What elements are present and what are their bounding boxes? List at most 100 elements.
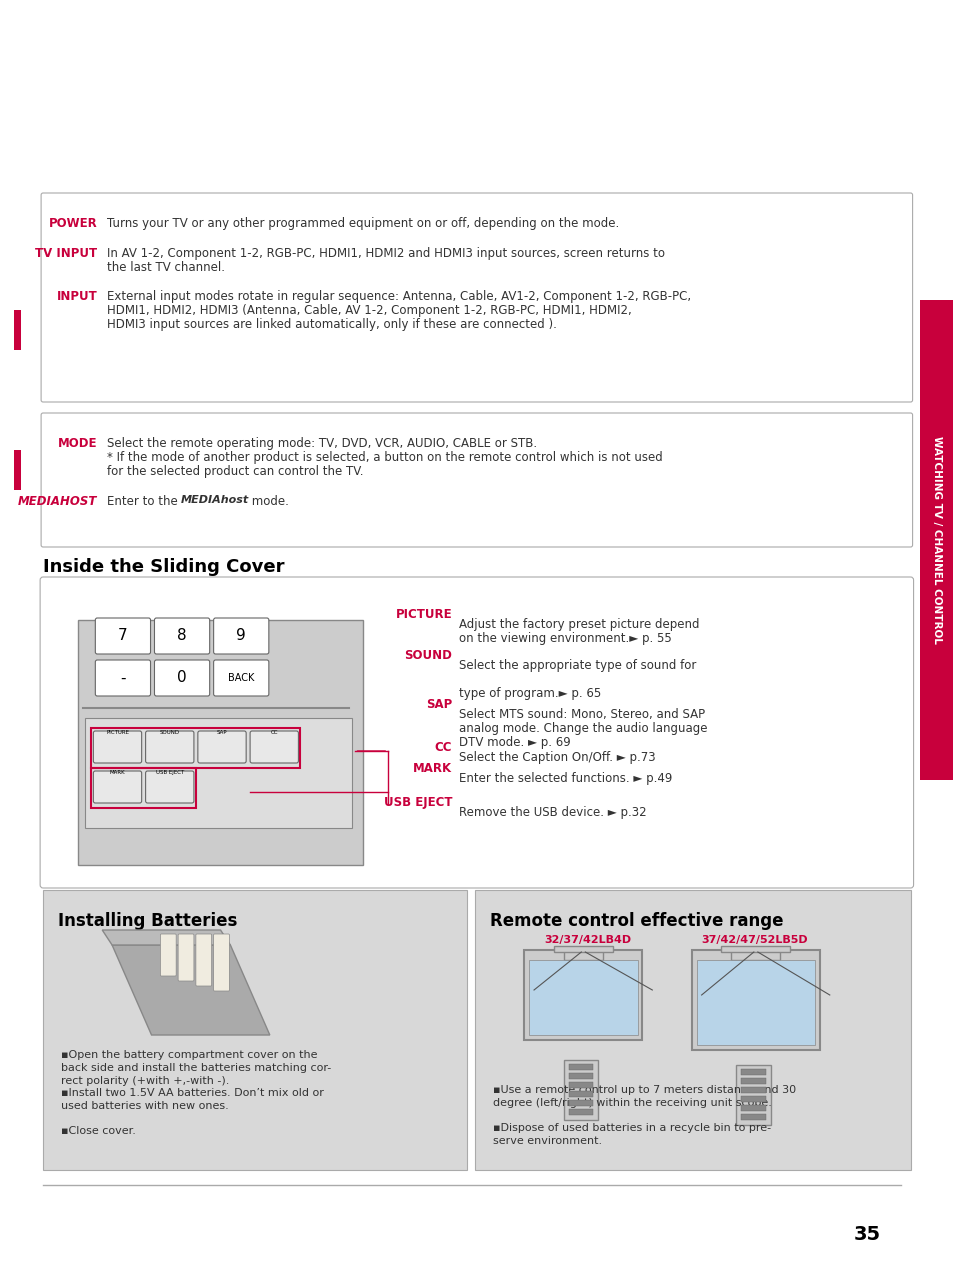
Bar <box>86 717 352 828</box>
FancyBboxPatch shape <box>250 731 298 763</box>
Bar <box>563 1060 598 1121</box>
FancyBboxPatch shape <box>213 660 269 696</box>
FancyBboxPatch shape <box>154 618 210 654</box>
Text: DTV mode. ► p. 69: DTV mode. ► p. 69 <box>458 736 570 749</box>
Bar <box>568 1091 593 1096</box>
Bar <box>740 1077 765 1084</box>
Text: on the viewing environment.► p. 55: on the viewing environment.► p. 55 <box>458 632 671 645</box>
Polygon shape <box>102 930 230 945</box>
Text: * If the mode of another product is selected, a button on the remote control whi: * If the mode of another product is sele… <box>107 452 662 464</box>
Text: ▪Use a remote control up to 7 meters distance and 30: ▪Use a remote control up to 7 meters dis… <box>492 1085 795 1095</box>
Text: 37/42/47/52LB5D: 37/42/47/52LB5D <box>700 935 807 945</box>
FancyBboxPatch shape <box>213 934 229 991</box>
Text: SAP: SAP <box>216 730 227 735</box>
Bar <box>568 1063 593 1070</box>
Bar <box>920 300 953 780</box>
Bar <box>475 890 910 1170</box>
Text: SAP: SAP <box>425 698 452 711</box>
Text: the last TV channel.: the last TV channel. <box>107 261 225 273</box>
Text: Adjust the factory preset picture depend: Adjust the factory preset picture depend <box>458 618 699 631</box>
Bar <box>91 768 195 808</box>
Text: serve environment.: serve environment. <box>492 1136 601 1146</box>
Text: MODE: MODE <box>58 438 97 450</box>
Bar <box>730 948 780 960</box>
Text: back side and install the batteries matching cor-: back side and install the batteries matc… <box>61 1063 331 1074</box>
Text: degree (left/right) within the receiving unit scope.: degree (left/right) within the receiving… <box>492 1098 771 1108</box>
Bar <box>691 950 819 1049</box>
FancyBboxPatch shape <box>197 731 246 763</box>
FancyBboxPatch shape <box>195 934 212 986</box>
Bar <box>568 1100 593 1105</box>
Text: 0: 0 <box>177 670 187 686</box>
Text: for the selected product can control the TV.: for the selected product can control the… <box>107 466 363 478</box>
FancyBboxPatch shape <box>146 771 193 803</box>
Text: PICTURE: PICTURE <box>106 730 129 735</box>
Bar <box>740 1114 765 1121</box>
Text: ▪Open the battery compartment cover on the: ▪Open the battery compartment cover on t… <box>61 1049 317 1060</box>
Text: SOUND: SOUND <box>159 730 179 735</box>
Text: HDMI1, HDMI2, HDMI3 (Antenna, Cable, AV 1-2, Component 1-2, RGB-PC, HDMI1, HDMI2: HDMI1, HDMI2, HDMI3 (Antenna, Cable, AV … <box>107 304 631 317</box>
Text: MARK: MARK <box>110 770 125 775</box>
Text: Select the Caption On/Off. ► p.73: Select the Caption On/Off. ► p.73 <box>458 750 655 764</box>
Text: Select MTS sound: Mono, Stereo, and SAP: Select MTS sound: Mono, Stereo, and SAP <box>458 709 704 721</box>
Text: rect polarity (+with +,-with -).: rect polarity (+with +,-with -). <box>61 1076 229 1086</box>
Bar <box>736 1065 770 1124</box>
Bar <box>43 890 467 1170</box>
Text: Select the appropriate type of sound for: Select the appropriate type of sound for <box>458 659 696 672</box>
Bar <box>529 960 637 1035</box>
Text: ▪Close cover.: ▪Close cover. <box>61 1126 135 1136</box>
Text: Installing Batteries: Installing Batteries <box>58 912 237 930</box>
Text: Enter the selected functions. ► p.49: Enter the selected functions. ► p.49 <box>458 772 672 785</box>
Bar <box>91 728 300 768</box>
Text: TV INPUT: TV INPUT <box>35 247 97 259</box>
Text: HDMI3 input sources are linked automatically, only if these are connected ).: HDMI3 input sources are linked automatic… <box>107 318 557 331</box>
Bar <box>740 1068 765 1075</box>
Text: -: - <box>120 670 126 686</box>
Bar <box>77 619 363 865</box>
Text: WATCHING TV / CHANNEL CONTROL: WATCHING TV / CHANNEL CONTROL <box>931 436 942 644</box>
Bar <box>568 1109 593 1116</box>
Text: Turns your TV or any other programmed equipment on or off, depending on the mode: Turns your TV or any other programmed eq… <box>107 218 618 230</box>
Text: 32/37/42LB4D: 32/37/42LB4D <box>543 935 630 945</box>
Bar <box>553 946 612 951</box>
Text: MEDIAhost: MEDIAhost <box>181 495 249 505</box>
Bar <box>740 1088 765 1093</box>
Text: ▪Dispose of used batteries in a recycle bin to pre-: ▪Dispose of used batteries in a recycle … <box>492 1123 770 1133</box>
Text: 9: 9 <box>236 628 246 644</box>
FancyBboxPatch shape <box>93 731 141 763</box>
Bar <box>740 1096 765 1102</box>
Bar <box>13 310 21 350</box>
Text: POWER: POWER <box>49 218 97 230</box>
FancyBboxPatch shape <box>41 413 912 547</box>
FancyBboxPatch shape <box>95 660 151 696</box>
Text: ▪Install two 1.5V AA batteries. Don’t mix old or: ▪Install two 1.5V AA batteries. Don’t mi… <box>61 1088 323 1098</box>
Bar <box>720 946 789 951</box>
Bar <box>523 950 641 1040</box>
Bar <box>696 960 814 1046</box>
FancyBboxPatch shape <box>41 193 912 402</box>
Bar <box>568 1082 593 1088</box>
FancyBboxPatch shape <box>40 577 913 888</box>
Text: Enter to the: Enter to the <box>107 495 181 508</box>
Text: Select the remote operating mode: TV, DVD, VCR, AUDIO, CABLE or STB.: Select the remote operating mode: TV, DV… <box>107 438 537 450</box>
Text: Remote control effective range: Remote control effective range <box>489 912 782 930</box>
Bar <box>568 1074 593 1079</box>
Text: Inside the Sliding Cover: Inside the Sliding Cover <box>43 558 284 576</box>
FancyBboxPatch shape <box>93 771 141 803</box>
Text: MARK: MARK <box>413 762 452 775</box>
Text: used batteries with new ones.: used batteries with new ones. <box>61 1102 229 1110</box>
Text: 7: 7 <box>118 628 128 644</box>
Text: INPUT: INPUT <box>56 290 97 303</box>
Text: analog mode. Change the audio language: analog mode. Change the audio language <box>458 722 707 735</box>
FancyBboxPatch shape <box>213 618 269 654</box>
Text: External input modes rotate in regular sequence: Antenna, Cable, AV1-2, Componen: External input modes rotate in regular s… <box>107 290 691 303</box>
FancyBboxPatch shape <box>146 731 193 763</box>
FancyBboxPatch shape <box>160 934 176 976</box>
Text: CC: CC <box>271 730 277 735</box>
Text: BACK: BACK <box>228 673 254 683</box>
FancyBboxPatch shape <box>178 934 193 981</box>
Text: SOUND: SOUND <box>404 649 452 661</box>
Text: Remove the USB device. ► p.32: Remove the USB device. ► p.32 <box>458 806 646 819</box>
Text: MEDIAHOST: MEDIAHOST <box>18 495 97 508</box>
Text: USB EJECT: USB EJECT <box>155 770 184 775</box>
